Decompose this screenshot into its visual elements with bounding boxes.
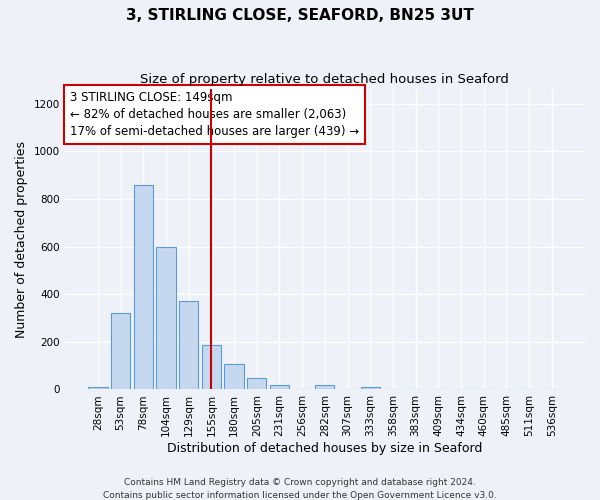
Bar bbox=[224, 364, 244, 390]
Title: Size of property relative to detached houses in Seaford: Size of property relative to detached ho… bbox=[140, 72, 509, 86]
Text: 3, STIRLING CLOSE, SEAFORD, BN25 3UT: 3, STIRLING CLOSE, SEAFORD, BN25 3UT bbox=[126, 8, 474, 22]
Bar bbox=[111, 314, 130, 390]
Bar bbox=[157, 246, 176, 390]
Bar bbox=[202, 346, 221, 390]
Bar bbox=[88, 386, 107, 390]
Text: Contains HM Land Registry data © Crown copyright and database right 2024.
Contai: Contains HM Land Registry data © Crown c… bbox=[103, 478, 497, 500]
Text: 3 STIRLING CLOSE: 149sqm
← 82% of detached houses are smaller (2,063)
17% of sem: 3 STIRLING CLOSE: 149sqm ← 82% of detach… bbox=[70, 91, 359, 138]
Bar bbox=[315, 385, 334, 390]
Bar bbox=[270, 384, 289, 390]
Bar bbox=[361, 386, 380, 390]
Bar bbox=[247, 378, 266, 390]
Y-axis label: Number of detached properties: Number of detached properties bbox=[15, 141, 28, 338]
Bar bbox=[179, 302, 199, 390]
Bar bbox=[134, 184, 153, 390]
X-axis label: Distribution of detached houses by size in Seaford: Distribution of detached houses by size … bbox=[167, 442, 482, 455]
